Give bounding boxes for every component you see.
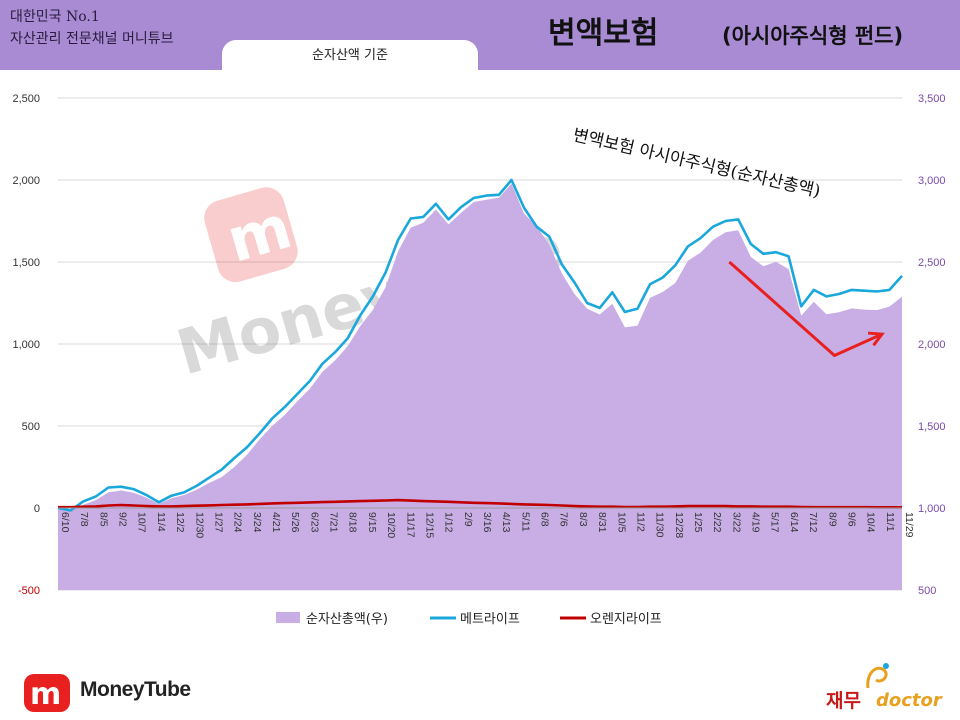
series-line-orangelife (58, 498, 902, 509)
footer-partner-en: doctor (876, 690, 942, 711)
x-tick-label: 4/19 (750, 512, 762, 533)
x-tick-label: 12/2 (174, 512, 186, 533)
x-tick-label: 11/29 (903, 512, 915, 538)
line-series (57, 178, 903, 512)
trend-arrow-head (867, 331, 885, 347)
x-tick-label: 11/2 (634, 512, 646, 532)
x-tick-label: 8/31 (596, 512, 608, 533)
x-tick-label: 2/22 (711, 512, 723, 533)
x-tick-label: 11/17 (404, 512, 416, 538)
left-tick-label: 2,500 (12, 93, 40, 105)
legend: 순자산총액(우) 메트라이프 오렌지라이프 (276, 612, 662, 627)
right-tick-label: 1,500 (918, 421, 946, 433)
x-tick-label: 1/25 (692, 512, 704, 533)
x-tick-label: 5/26 (289, 512, 301, 533)
x-tick-label: 5/11 (519, 512, 531, 532)
page-subtitle: (아시아주식형 펀드) (722, 24, 904, 48)
right-tick-label: 500 (918, 585, 936, 597)
brand-tagline: 대한민국 No.1 (10, 9, 100, 25)
area-series (58, 183, 902, 590)
x-tick-label: 1/27 (212, 512, 224, 533)
legend-metlife-label: 메트라이프 (460, 612, 520, 627)
right-tick-label: 3,000 (918, 175, 946, 187)
legend-area-swatch (276, 612, 300, 623)
x-tick-label: 6/23 (308, 512, 320, 533)
x-tick-label: 2/9 (462, 512, 474, 527)
x-tick-label: 1/12 (443, 512, 455, 533)
watermark-logo-icon (204, 187, 298, 283)
x-tick-label: 9/15 (366, 512, 378, 533)
trend-arrow-line (728, 260, 883, 358)
x-tick-label: 10/4 (865, 512, 877, 533)
legend-orangelife-label: 오렌지라이프 (590, 612, 662, 627)
x-tick-label: 6/10 (59, 512, 71, 533)
x-tick-label: 10/20 (385, 512, 397, 538)
x-tick-label: 3/24 (251, 512, 263, 533)
x-tick-label: 6/8 (539, 512, 551, 527)
axis-layer: -500 0 500 1,000 1,500 2,000 2,500 500 1,000 1,50… (12, 93, 945, 597)
x-tick-label: 4/13 (500, 512, 512, 533)
x-tick-label: 12/15 (423, 512, 435, 538)
left-tick-label: 1,500 (12, 257, 40, 269)
x-tick-label: 9/2 (117, 512, 129, 527)
left-tick-label: 1,000 (12, 339, 40, 351)
x-tick-label: 3/16 (481, 512, 493, 533)
right-tick-label: 1,000 (918, 503, 946, 515)
moneytube-logo-icon: m (24, 674, 70, 712)
x-tick-label: 8/18 (347, 512, 359, 533)
trend-annotation (728, 260, 885, 358)
x-tick-label: 3/22 (730, 512, 742, 533)
left-tick-label: -500 (18, 585, 40, 597)
right-tick-label: 2,500 (918, 257, 946, 269)
left-tick-label: 0 (34, 503, 40, 515)
x-tick-label: 8/3 (577, 512, 589, 527)
left-tick-label: 2,000 (12, 175, 40, 187)
x-tick-label: 12/30 (193, 512, 205, 538)
svg-text:m: m (30, 677, 61, 712)
x-tick-label: 2/24 (232, 512, 244, 533)
legend-area-label: 순자산총액(우) (306, 612, 388, 627)
chart-title: 변액보험 아시아주식형(순자산총액) (571, 125, 822, 201)
footer-brand-name: MoneyTube (80, 678, 191, 701)
x-tick-label: 10/7 (136, 512, 148, 533)
left-tick-label: 500 (22, 421, 40, 433)
right-tick-label: 3,500 (918, 93, 946, 105)
x-tick-label: 11/1 (884, 512, 896, 532)
page-title: 변액보험 (548, 16, 659, 51)
x-tick-label: 6/14 (788, 512, 800, 533)
doctor-swirl-icon (866, 663, 889, 689)
series-line-metlife (57, 178, 903, 512)
x-tick-label: 12/28 (673, 512, 685, 538)
x-tick-label: 7/12 (807, 512, 819, 533)
x-tick-label: 9/6 (845, 512, 857, 527)
x-tick-label: 10/5 (615, 512, 627, 533)
basis-label: 순자산액 기준 (222, 40, 478, 70)
right-tick-label: 2,000 (918, 339, 946, 351)
footer-partner-kr: 재무 (826, 690, 861, 712)
x-tick-label: 8/9 (826, 512, 838, 527)
x-tick-label: 7/21 (328, 512, 340, 533)
x-tick-label: 11/30 (654, 512, 666, 538)
x-tick-label: 5/17 (769, 512, 781, 533)
x-tick-label: 7/8 (78, 512, 90, 527)
header-banner: 대한민국 No.1 자산관리 전문채널 머니튜브 변액보험 (아시아주식형 펀드… (0, 0, 960, 70)
x-tick-label: 8/5 (97, 512, 109, 527)
x-tick-label: 7/6 (558, 512, 570, 527)
x-tick-label: 11/4 (155, 512, 167, 532)
brand-channel-name: 자산관리 전문채널 머니튜브 (10, 31, 174, 47)
series-area-net-assets (58, 183, 902, 590)
chart: m MoneyTube -50005001,0001,5002,0002,500… (12, 93, 945, 627)
x-tick-label: 4/21 (270, 512, 282, 533)
